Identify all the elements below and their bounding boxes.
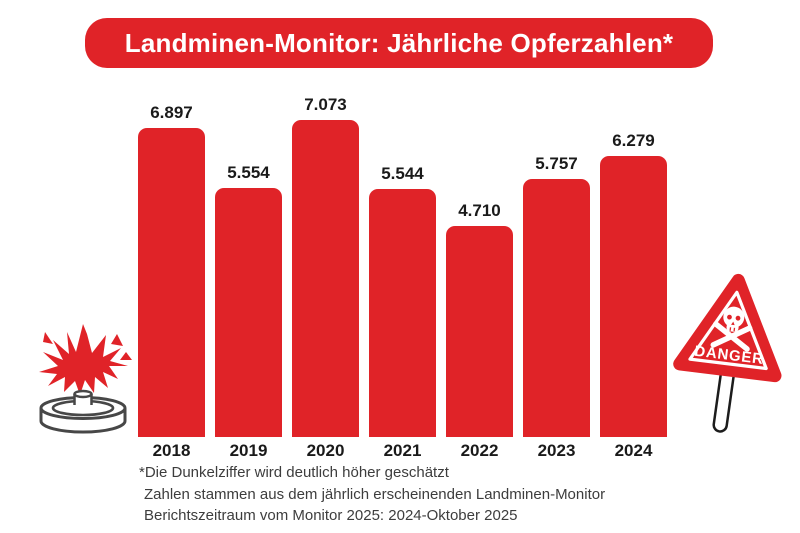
bar-value-label: 5.757: [535, 154, 578, 173]
bar-column-2024: 6.279 2024: [600, 131, 667, 462]
bar-2018: [138, 128, 205, 437]
bar-column-2018: 6.897 2018: [138, 103, 205, 462]
bar-2021: [369, 189, 436, 437]
bar-column-2019: 5.554 2019: [215, 163, 282, 462]
x-axis-label: 2018: [152, 441, 191, 460]
page-title: Landminen-Monitor: Jährliche Opferzahlen…: [124, 27, 674, 58]
bar-column-2022: 4.710 2022: [446, 201, 513, 462]
bar-2022: [446, 226, 513, 437]
x-axis-label: 2022: [460, 441, 499, 460]
bar-2019: [215, 188, 282, 437]
bar-column-2021: 5.544 2021: [369, 164, 436, 462]
skull-nose: [731, 321, 735, 326]
bar-value-label: 4.710: [458, 201, 501, 220]
bar-chart: 6.897 2018 5.554 2019 7.073 2020 5.544 2021 4.71…: [138, 95, 667, 462]
x-axis-label: 2020: [306, 441, 345, 460]
footnote-line: Zahlen stammen aus dem jährlich erschein…: [144, 485, 606, 503]
skull-eye: [727, 314, 732, 320]
bar-2020: [292, 120, 359, 437]
bar-value-label: 7.073: [304, 95, 347, 114]
bar-2024: [600, 156, 667, 437]
skull-eye: [735, 315, 741, 321]
skull-jaw: [726, 322, 739, 332]
bar-value-label: 6.897: [150, 103, 193, 122]
danger-sign-icon: DANGER: [668, 266, 800, 441]
footnote-line: *Die Dunkelziffer wird deutlich höher ge…: [139, 464, 449, 481]
crossbones-icon: [710, 321, 753, 352]
explosion-shard-icon: [43, 332, 53, 344]
danger-sign-svg: DANGER: [673, 273, 782, 433]
skull-cranium: [723, 306, 745, 328]
footnotes: *Die Dunkelziffer wird deutlich höher ge…: [139, 462, 605, 527]
bar-value-label: 5.554: [227, 163, 270, 182]
bar-column-2020: 7.073 2020: [292, 95, 359, 462]
landmine-explosion-icon: [33, 322, 133, 440]
bar-value-label: 5.544: [381, 164, 424, 183]
x-axis-label: 2019: [229, 441, 268, 460]
skull-teeth: [729, 327, 736, 332]
bar-2023: [523, 179, 590, 437]
x-axis-label: 2024: [614, 441, 653, 460]
mine-knob-top: [73, 389, 93, 399]
explosion-shard-icon: [111, 334, 123, 346]
landmine-icon-svg: [39, 324, 132, 434]
x-axis-label: 2021: [383, 441, 422, 460]
danger-triangle-inner-border: [688, 290, 768, 371]
bar-value-label: 6.279: [612, 131, 655, 150]
footnote-line: Berichtszeitraum vom Monitor 2025: 2024-…: [144, 507, 518, 524]
explosion-burst-icon: [39, 324, 128, 395]
title-banner: Landminen-Monitor: Jährliche Opferzahlen…: [85, 18, 713, 68]
bar-column-2023: 5.757 2023: [523, 154, 590, 462]
x-axis-label: 2023: [537, 441, 576, 460]
explosion-shard-icon: [120, 352, 132, 360]
